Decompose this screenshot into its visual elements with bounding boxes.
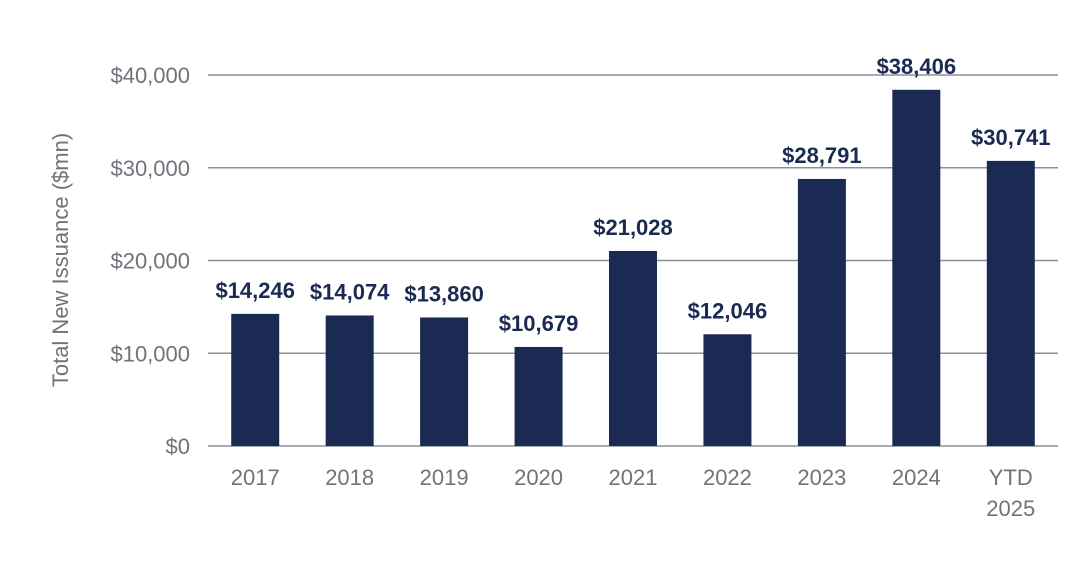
x-tick-label: YTD 2025 bbox=[986, 465, 1035, 521]
x-tick-label: 2022 bbox=[703, 465, 752, 490]
y-tick-label: $30,000 bbox=[110, 156, 190, 181]
data-label: $28,791 bbox=[782, 143, 862, 168]
x-tick-label: 2020 bbox=[514, 465, 563, 490]
data-label: $30,741 bbox=[971, 125, 1051, 150]
bar bbox=[514, 346, 563, 446]
x-tick-label: 2019 bbox=[420, 465, 469, 490]
bar bbox=[703, 334, 752, 446]
bar bbox=[420, 317, 469, 446]
bar bbox=[986, 160, 1035, 446]
bar bbox=[797, 178, 846, 446]
x-tick-label: 2023 bbox=[797, 465, 846, 490]
y-tick-label: $20,000 bbox=[110, 249, 190, 274]
bar bbox=[325, 315, 374, 446]
bars bbox=[231, 89, 1035, 446]
x-tick-label: 2018 bbox=[325, 465, 374, 490]
y-tick-label: $40,000 bbox=[110, 63, 190, 88]
data-label: $12,046 bbox=[688, 298, 768, 323]
data-label: $10,679 bbox=[499, 311, 579, 336]
y-tick-label: $10,000 bbox=[110, 341, 190, 366]
bar bbox=[609, 250, 657, 446]
x-tick-label: 2024 bbox=[892, 465, 941, 490]
data-label: $14,074 bbox=[310, 279, 390, 304]
bar bbox=[892, 89, 941, 446]
data-labels: $14,246 $14,074 $13,860 $10,679 $21,028 $12,0… bbox=[215, 54, 1050, 336]
y-tick-label: $0 bbox=[166, 434, 190, 459]
y-axis-label: Total New Issuance ($mn) bbox=[48, 133, 73, 387]
x-tick-label: 2017 bbox=[231, 465, 280, 490]
y-axis-ticks: $0 $10,000 $20,000 $30,000 $40,000 bbox=[110, 63, 190, 459]
data-label: $38,406 bbox=[877, 54, 957, 79]
data-label: $21,028 bbox=[593, 215, 673, 240]
bar bbox=[231, 313, 280, 446]
x-axis-ticks: 2017 2018 2019 2020 2021 2022 2023 2024 YTD 2025 bbox=[231, 465, 1036, 521]
x-tick-label: 2021 bbox=[609, 465, 658, 490]
data-label: $14,246 bbox=[215, 278, 295, 303]
data-label: $13,860 bbox=[404, 281, 484, 306]
